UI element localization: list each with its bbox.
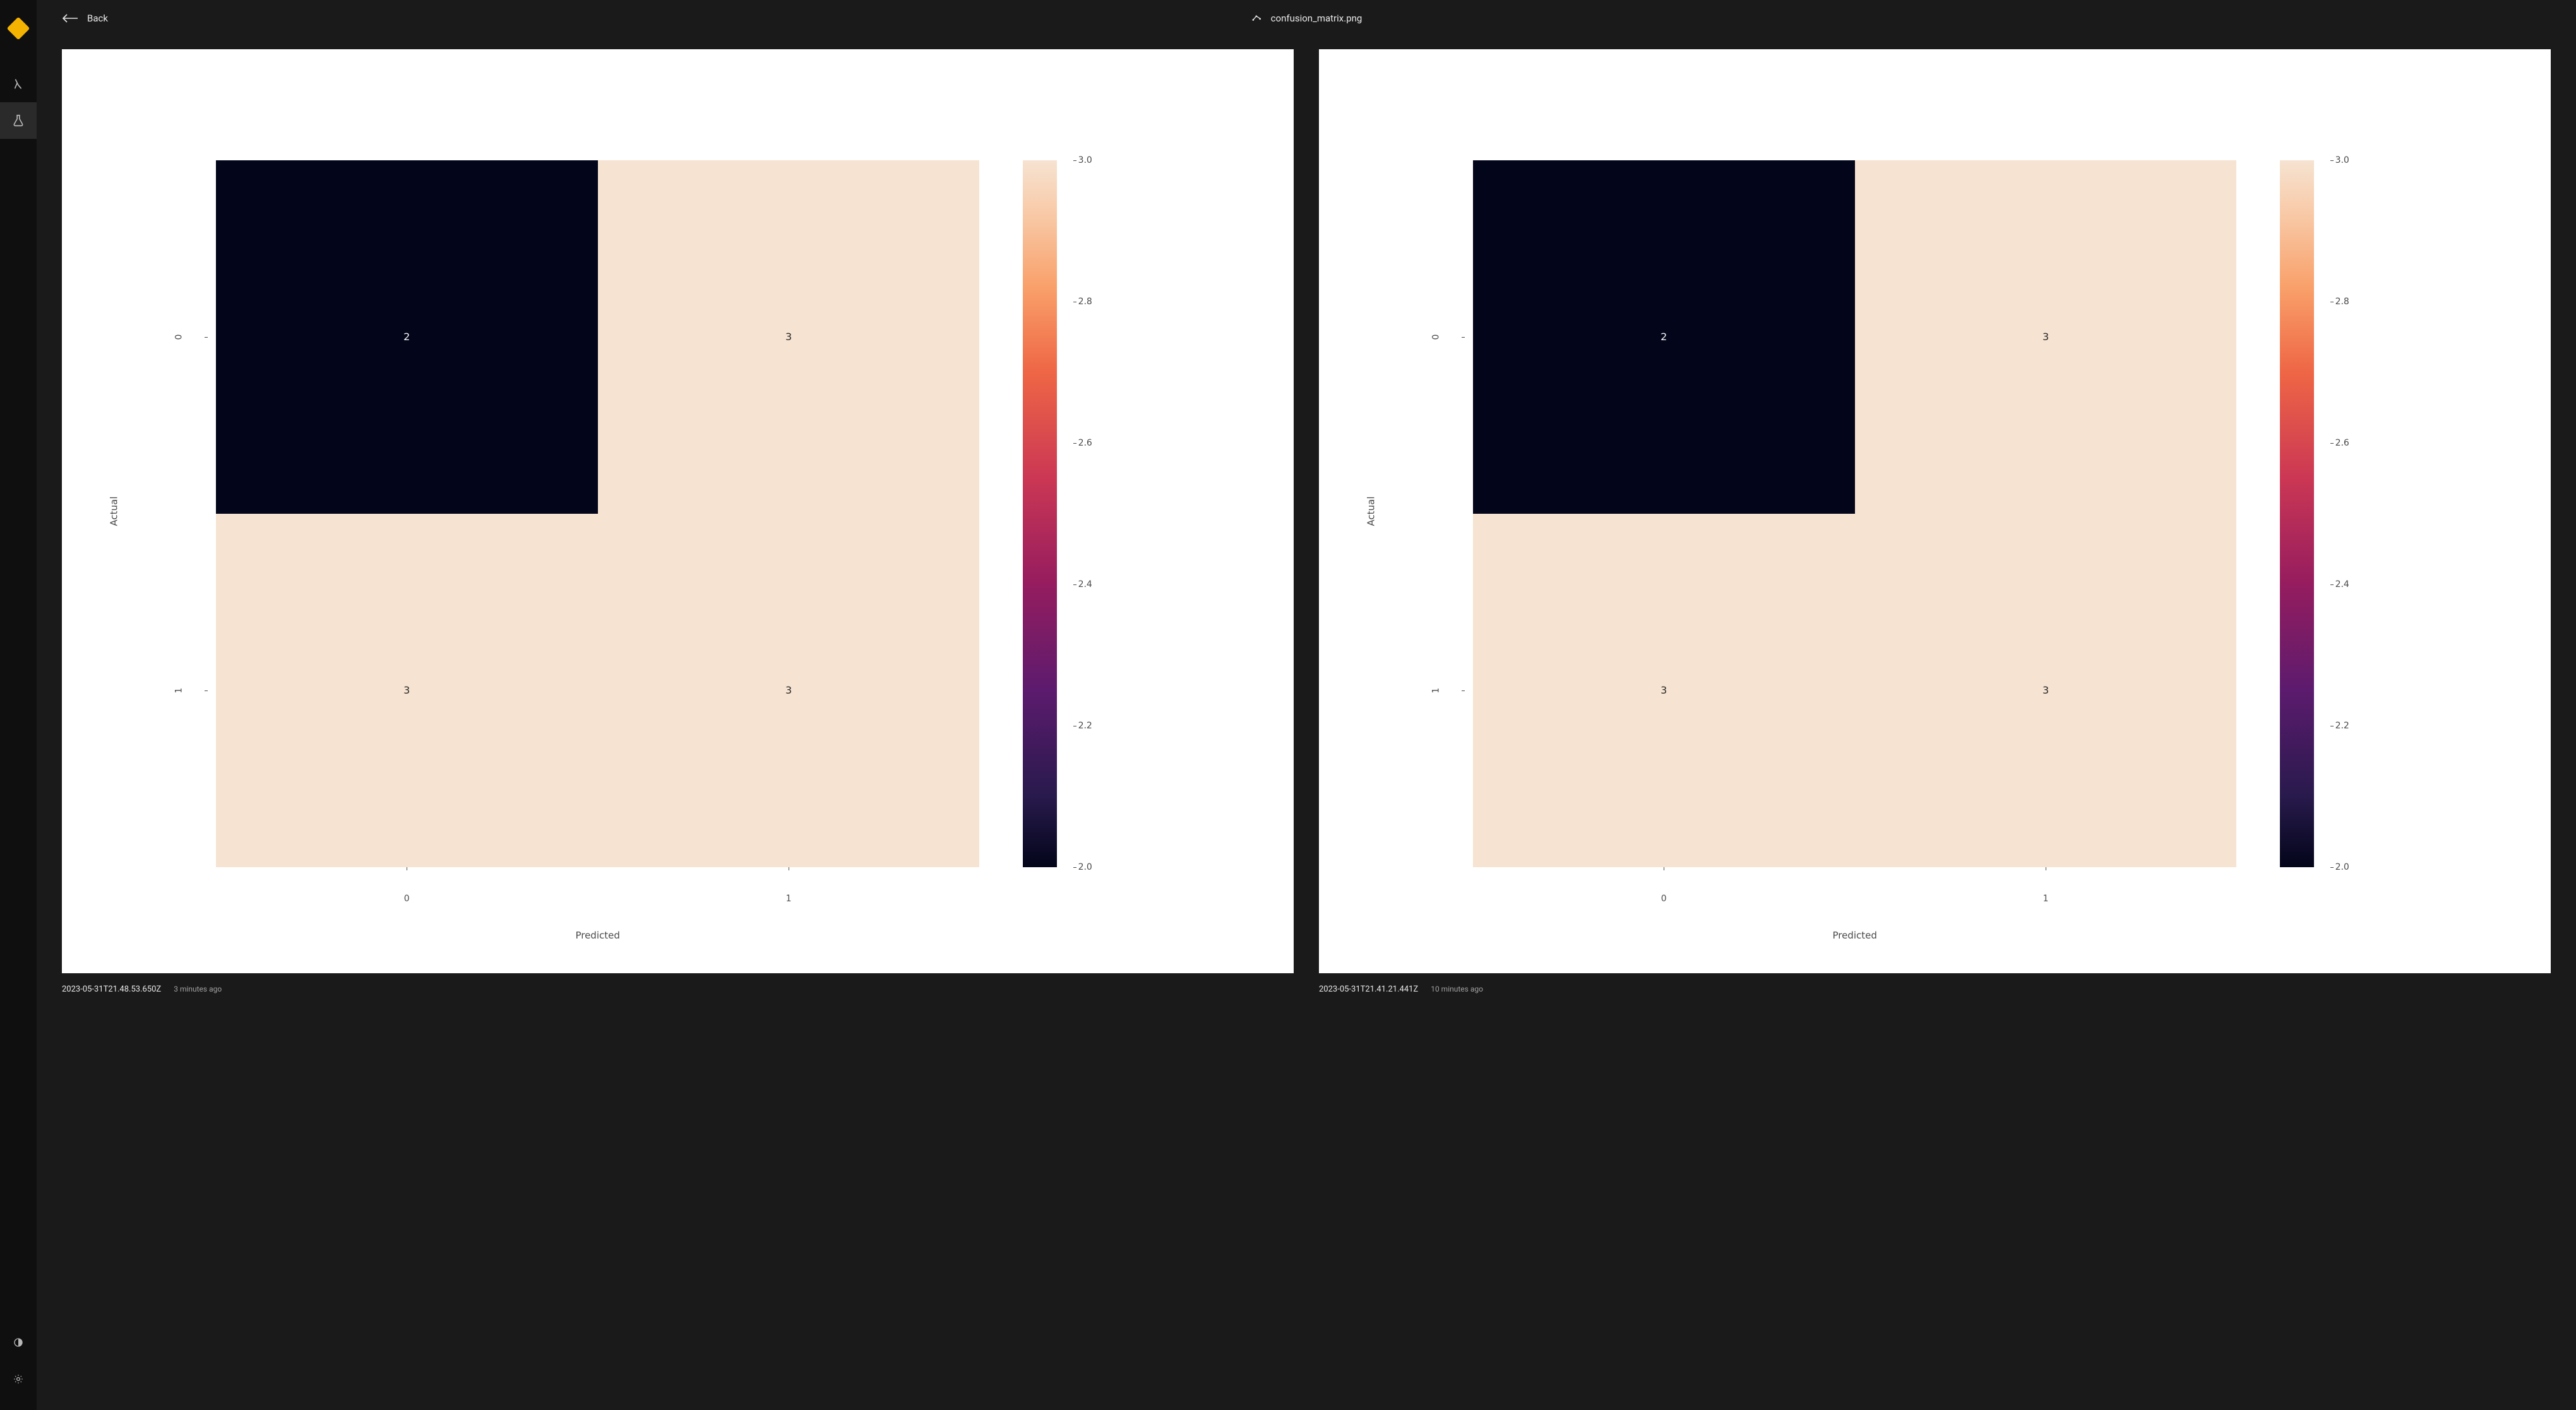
x-tick: 0 [1661, 894, 1667, 904]
tick-mark [205, 337, 208, 338]
sidebar [0, 0, 37, 1410]
timestamp-text: 2023-05-31T21.48.53.650Z [62, 985, 161, 994]
panel-footer: 2023-05-31T21.48.53.650Z 3 minutes ago [62, 973, 1294, 994]
sidebar-item-theme[interactable] [0, 1324, 37, 1361]
panel-footer: 2023-05-31T21.41.21.441Z 10 minutes ago [1319, 973, 2551, 994]
x-axis-label: Predicted [1832, 930, 1876, 941]
sidebar-item-runs[interactable] [0, 66, 37, 102]
chart-card[interactable]: 2333ActualPredicted0101 2.0 2.2 2.4 2.6 … [62, 49, 1294, 973]
header: Back confusion_matrix.png [37, 0, 2576, 49]
chart-card[interactable]: 2333ActualPredicted0101 2.0 2.2 2.4 2.6 … [1319, 49, 2551, 973]
x-tick: 0 [404, 894, 410, 904]
colorbar-tick: 2.2 [2335, 721, 2349, 731]
contrast-icon [13, 1337, 24, 1348]
colorbar-tick: 2.8 [1078, 297, 1092, 307]
lambda-icon [11, 77, 25, 91]
back-button[interactable]: Back [62, 13, 108, 24]
arrow-left-icon [62, 13, 78, 23]
colorbar-tick: 2.6 [2335, 438, 2349, 448]
panel: 2333ActualPredicted0101 2.0 2.2 2.4 2.6 … [1319, 49, 2551, 994]
heatmap: 2333 [216, 160, 980, 867]
y-tick: 0 [1431, 334, 1441, 340]
x-tick: 1 [786, 894, 792, 904]
colorbar-tick: 2.8 [2335, 297, 2349, 307]
sidebar-item-experiments[interactable] [0, 102, 37, 139]
tick-mark [205, 690, 208, 691]
heatmap-cell: 3 [598, 514, 980, 867]
colorbar-tick: 2.0 [1078, 862, 1092, 872]
colorbar [1023, 160, 1058, 867]
tick-mark [1462, 337, 1465, 338]
flask-icon [11, 114, 25, 127]
sun-icon [13, 1373, 24, 1385]
y-axis-label: Actual [108, 496, 119, 526]
colorbar-tick: 2.4 [1078, 579, 1092, 589]
y-axis-label: Actual [1365, 496, 1376, 526]
x-tick: 1 [2043, 894, 2049, 904]
panel: 2333ActualPredicted0101 2.0 2.2 2.4 2.6 … [62, 49, 1294, 994]
colorbar-tick: 2.4 [2335, 579, 2349, 589]
colorbar [2280, 160, 2315, 867]
heatmap-cell: 3 [216, 514, 598, 867]
colorbar-tick: 3.0 [1078, 155, 1092, 165]
x-axis-label: Predicted [575, 930, 619, 941]
y-tick: 1 [1431, 687, 1441, 693]
panels-row: 2333ActualPredicted0101 2.0 2.2 2.4 2.6 … [37, 49, 2576, 1019]
heatmap-cell: 3 [1473, 514, 1855, 867]
timestamp-text: 2023-05-31T21.41.21.441Z [1319, 985, 1418, 994]
colorbar-tick: 2.6 [1078, 438, 1092, 448]
sidebar-item-settings[interactable] [0, 1361, 37, 1397]
colorbar-tick: 2.0 [2335, 862, 2349, 872]
relative-time-text: 10 minutes ago [1431, 985, 1483, 993]
logo-diamond-icon [7, 17, 30, 40]
sidebar-logo[interactable] [0, 10, 37, 47]
heatmap-cell: 2 [216, 160, 598, 514]
y-tick: 0 [174, 334, 184, 340]
heatmap-cell: 3 [598, 160, 980, 514]
relative-time-text: 3 minutes ago [174, 985, 222, 993]
heatmap: 2333 [1473, 160, 2237, 867]
heatmap-cell: 3 [1855, 160, 2237, 514]
heatmap-cell: 3 [1855, 514, 2237, 867]
colorbar-tick: 3.0 [2335, 155, 2349, 165]
chart-scatter-icon [1251, 12, 1263, 25]
tick-mark [1462, 690, 1465, 691]
heatmap-cell: 2 [1473, 160, 1855, 514]
y-tick: 1 [174, 687, 184, 693]
back-label: Back [87, 13, 108, 24]
page-title-text: confusion_matrix.png [1271, 13, 1363, 24]
colorbar-tick: 2.2 [1078, 721, 1092, 731]
page-title: confusion_matrix.png [1251, 12, 1363, 25]
